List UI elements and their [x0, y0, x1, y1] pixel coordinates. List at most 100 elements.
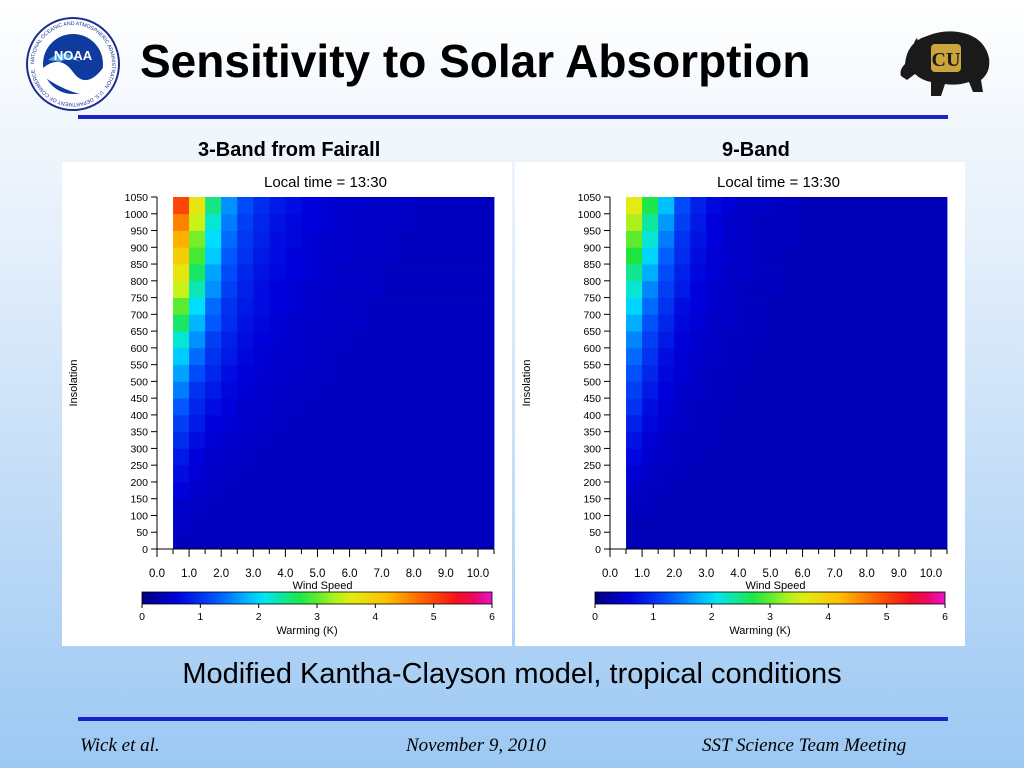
heatmap-cell — [301, 481, 318, 500]
heatmap-cell — [301, 381, 318, 399]
heatmap-cell — [722, 213, 739, 231]
heatmap-cell — [413, 398, 431, 416]
heatmap-cell — [786, 347, 803, 366]
heatmap-cell — [381, 414, 399, 433]
heatmap-cell — [674, 465, 691, 483]
x-tick-label: 10.0 — [920, 568, 942, 580]
heatmap-cell — [477, 280, 495, 298]
heatmap-cell — [770, 465, 787, 483]
y-tick-label: 1000 — [125, 209, 149, 221]
heatmap-cell — [674, 398, 691, 416]
heatmap-cell — [898, 314, 916, 332]
heatmap-cell — [642, 381, 659, 399]
heatmap-cell — [397, 498, 415, 516]
heatmap-cell — [626, 498, 643, 516]
heatmap-cell — [333, 448, 350, 466]
y-axis-label: Insolation — [521, 359, 533, 406]
heatmap-cell — [477, 364, 495, 382]
heatmap-cell — [205, 465, 222, 483]
colorbar-tick-label: 4 — [372, 611, 378, 623]
y-tick-label: 500 — [130, 376, 148, 388]
heatmap-cell — [690, 431, 707, 449]
heatmap-cell — [429, 532, 447, 550]
heatmap-cell — [173, 481, 190, 500]
heatmap-cell — [802, 264, 820, 282]
heatmap-cell — [173, 431, 190, 449]
heatmap-cell — [898, 448, 916, 466]
y-tick-label: 550 — [583, 360, 601, 372]
heatmap-cell — [802, 431, 820, 449]
heatmap-cell — [850, 247, 868, 265]
heatmap-cell — [221, 532, 238, 550]
heatmap-cell — [786, 481, 803, 500]
heatmap-cell — [754, 314, 771, 332]
heatmap-cell — [898, 364, 916, 382]
heatmap-cell — [413, 213, 431, 231]
heatmap-cell — [237, 498, 254, 516]
heatmap-cell — [317, 414, 334, 433]
heatmap-cell — [642, 431, 659, 449]
heatmap-cell — [445, 498, 463, 516]
heatmap-cell — [205, 532, 222, 550]
heatmap-cell — [642, 364, 659, 382]
heatmap-cell — [802, 331, 820, 349]
heatmap-cell — [770, 481, 787, 500]
heatmap-cell — [269, 230, 286, 248]
heatmap-cell — [914, 197, 932, 215]
heatmap-cell — [658, 532, 675, 550]
heatmap-cell — [237, 197, 254, 215]
heatmap-cell — [333, 213, 350, 231]
heatmap-cell — [802, 498, 820, 516]
heatmap-cell — [802, 364, 820, 382]
heatmap-cell — [626, 314, 643, 332]
heatmap-cell — [317, 498, 334, 516]
heatmap-cell — [189, 264, 206, 282]
heatmap-cell — [914, 498, 932, 516]
heatmap-cell — [237, 481, 254, 500]
heatmap-cell — [882, 213, 900, 231]
heatmap-cell — [381, 532, 399, 550]
heatmap-cell — [461, 230, 479, 248]
heatmap-cell — [173, 532, 190, 550]
heatmap-cell — [802, 247, 820, 265]
y-tick-label: 50 — [136, 527, 148, 539]
y-tick-label: 150 — [130, 494, 148, 506]
heatmap-cell — [818, 481, 836, 500]
x-tick-label: 5.0 — [762, 568, 778, 580]
heatmap-cell — [461, 347, 479, 366]
heatmap-cell — [445, 247, 463, 265]
heatmap-cell — [722, 230, 739, 248]
heatmap-cell — [269, 197, 286, 215]
heatmap-cell — [221, 213, 238, 231]
x-tick-label: 4.0 — [277, 568, 293, 580]
heatmap-cell — [866, 230, 884, 248]
heatmap-cell — [930, 364, 948, 382]
heatmap-cell — [770, 264, 787, 282]
heatmap-cell — [301, 532, 318, 550]
heatmap-cell — [477, 532, 495, 550]
heatmap-cell — [898, 230, 916, 248]
heatmap-cell — [818, 398, 836, 416]
heatmap-cell — [722, 280, 739, 298]
heatmap-cell — [413, 197, 431, 215]
y-tick-label: 200 — [130, 477, 148, 489]
heatmap-cell — [930, 414, 948, 433]
heatmap-cell — [285, 414, 302, 433]
heatmap-cell — [349, 481, 367, 500]
heatmap-cell — [722, 398, 739, 416]
colorbar-tick-label: 0 — [592, 611, 598, 623]
heatmap-cell — [317, 448, 334, 466]
heatmap-cell — [445, 381, 463, 399]
heatmap-cell — [850, 213, 868, 231]
heatmap-cell — [754, 398, 771, 416]
title-divider — [78, 115, 948, 119]
heatmap-cell — [477, 247, 495, 265]
heatmap-cell — [445, 465, 463, 483]
heatmap-cell — [738, 465, 755, 483]
heatmap-cell — [914, 213, 932, 231]
heatmap-cell — [914, 532, 932, 550]
y-tick-label: 250 — [130, 460, 148, 472]
colorbar-tick-label: 5 — [884, 611, 890, 623]
heatmap-cell — [866, 331, 884, 349]
heatmap-cell — [285, 264, 302, 282]
